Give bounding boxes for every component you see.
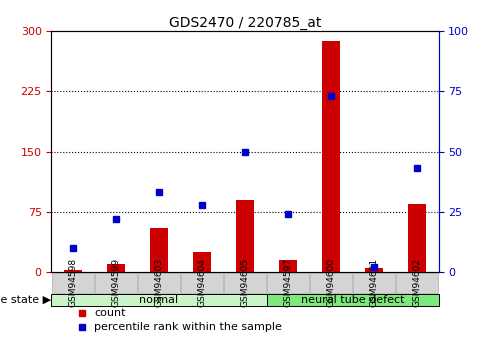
FancyBboxPatch shape bbox=[96, 273, 137, 293]
FancyBboxPatch shape bbox=[224, 273, 266, 293]
Bar bbox=[64, 269, 81, 272]
Bar bbox=[279, 260, 296, 272]
Bar bbox=[194, 252, 211, 272]
Title: GDS2470 / 220785_at: GDS2470 / 220785_at bbox=[169, 16, 321, 30]
Text: GSM94602: GSM94602 bbox=[413, 258, 421, 307]
FancyBboxPatch shape bbox=[52, 273, 94, 293]
FancyBboxPatch shape bbox=[353, 273, 394, 293]
FancyBboxPatch shape bbox=[310, 273, 352, 293]
Text: GSM94604: GSM94604 bbox=[197, 258, 206, 307]
Text: normal: normal bbox=[140, 295, 178, 305]
Bar bbox=[150, 228, 168, 272]
Text: neural tube defect: neural tube defect bbox=[301, 295, 404, 305]
Bar bbox=[322, 41, 340, 272]
Bar bbox=[366, 268, 383, 272]
Text: GSM94605: GSM94605 bbox=[241, 258, 249, 307]
FancyBboxPatch shape bbox=[138, 273, 180, 293]
Text: GSM94600: GSM94600 bbox=[326, 258, 336, 307]
Text: percentile rank within the sample: percentile rank within the sample bbox=[94, 323, 282, 333]
Bar bbox=[409, 204, 426, 272]
FancyBboxPatch shape bbox=[51, 294, 267, 306]
FancyBboxPatch shape bbox=[181, 273, 222, 293]
Text: GSM94597: GSM94597 bbox=[284, 258, 293, 307]
FancyBboxPatch shape bbox=[396, 273, 438, 293]
Text: disease state ▶: disease state ▶ bbox=[0, 295, 51, 305]
Text: GSM94601: GSM94601 bbox=[369, 258, 379, 307]
Text: GSM94599: GSM94599 bbox=[111, 258, 121, 307]
Text: GSM94603: GSM94603 bbox=[154, 258, 164, 307]
Bar bbox=[107, 264, 124, 272]
FancyBboxPatch shape bbox=[267, 294, 439, 306]
Text: GSM94598: GSM94598 bbox=[69, 258, 77, 307]
FancyBboxPatch shape bbox=[268, 273, 309, 293]
Text: count: count bbox=[94, 308, 125, 318]
Bar bbox=[236, 200, 254, 272]
